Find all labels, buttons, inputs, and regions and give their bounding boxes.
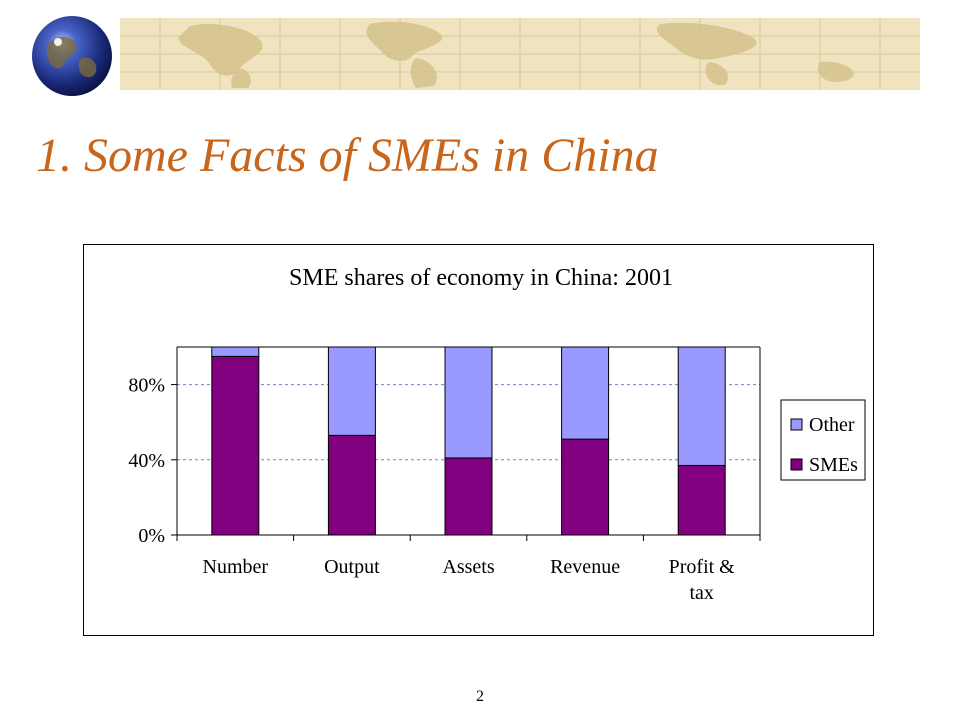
bar-other-assets <box>444 346 493 459</box>
bar-other-number <box>211 346 260 357</box>
bar-other-output <box>327 346 376 436</box>
x-tick-label: Output <box>324 556 380 578</box>
legend-label-other: Other <box>809 414 855 436</box>
x-tick-label: Assets <box>442 556 494 578</box>
bar-smes-output <box>327 434 376 536</box>
x-tick-label: Number <box>203 556 269 578</box>
x-tick-label: Revenue <box>550 556 620 578</box>
bar-smes-profit-tax <box>677 464 726 536</box>
bar-other-revenue <box>561 346 610 440</box>
y-tick-label: 0% <box>138 525 165 547</box>
legend-swatch-other <box>790 418 803 431</box>
chart-title: SME shares of economy in China: 2001 <box>289 265 673 291</box>
bar-smes-assets <box>444 457 493 536</box>
x-tick-label: Profit & tax <box>669 556 736 604</box>
globe-icon <box>28 12 116 100</box>
page-number: 2 <box>476 688 484 705</box>
legend-swatch-smes <box>790 458 803 471</box>
slide-title: 1. Some Facts of SMEs in China <box>36 129 659 182</box>
bar-other-profit-tax <box>677 346 726 466</box>
bar-smes-number <box>211 355 260 536</box>
legend-label-smes: SMEs <box>809 454 858 476</box>
y-tick-label: 80% <box>128 375 165 397</box>
y-tick-label: 40% <box>128 450 165 472</box>
world-map-banner <box>120 18 920 90</box>
bar-smes-revenue <box>561 438 610 536</box>
chart-frame: SME shares of economy in China: 2001 Num… <box>83 244 874 636</box>
stacked-bar-chart: SME shares of economy in China: 2001 Num… <box>128 265 866 604</box>
